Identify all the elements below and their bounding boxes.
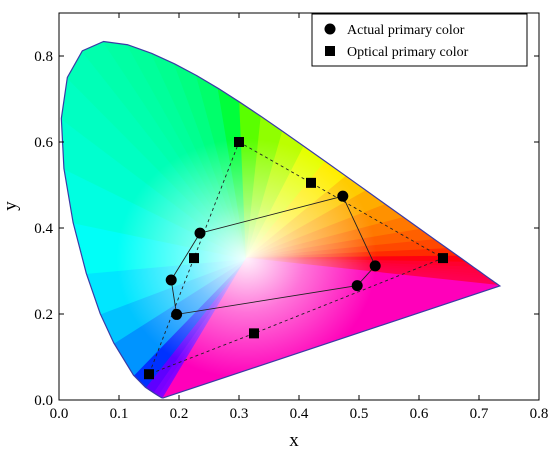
y-tick-label: 0.4 [34,221,53,237]
x-axis-label: x [289,430,299,451]
white-point-glow [116,138,377,379]
y-tick-label: 0.2 [34,307,53,323]
x-tick-label: 0.7 [470,406,489,422]
legend: Actual primary color Optical primary col… [311,13,528,67]
x-axis-ticks: 0.0 0.1 0.2 0.3 0.4 0.5 0.6 0.7 0.8 [50,13,549,422]
actual-primary-point [351,280,363,292]
x-tick-label: 0.4 [290,406,309,422]
optical-primary-point [144,369,154,380]
legend-circle-marker [324,23,336,35]
legend-label-optical: Optical primary color [347,45,469,60]
optical-primary-point [189,253,199,264]
y-axis-ticks: 0.0 0.2 0.4 0.6 0.8 [34,49,539,409]
actual-primary-point [194,227,206,239]
actual-primary-point [337,190,349,202]
optical-primary-point [438,253,448,264]
x-tick-label: 0.5 [350,406,369,422]
y-tick-label: 0.0 [34,393,53,409]
y-axis-label: y [0,201,21,211]
x-tick-label: 0.8 [530,406,549,422]
x-tick-label: 0.2 [170,406,189,422]
legend-square-marker [325,46,335,56]
spectral-locus-outline [60,40,502,399]
optical-primary-point [234,137,244,147]
actual-primary-point [369,260,381,272]
x-tick-label: 0.6 [410,406,429,422]
y-tick-label: 0.8 [34,49,53,65]
x-tick-label: 0.3 [230,406,249,422]
legend-box [311,13,528,67]
y-tick-label: 0.6 [34,135,53,151]
actual-primary-point [171,308,183,320]
x-tick-label: 0.1 [110,406,129,422]
actual-primary-point [165,274,177,286]
legend-label-actual: Actual primary color [347,23,465,38]
optical-primary-point [249,328,259,339]
cie-gamut-fill [61,41,500,398]
x-tick-label: 0.0 [50,406,69,422]
optical-primary-point [306,177,316,188]
series-markers [144,137,448,380]
